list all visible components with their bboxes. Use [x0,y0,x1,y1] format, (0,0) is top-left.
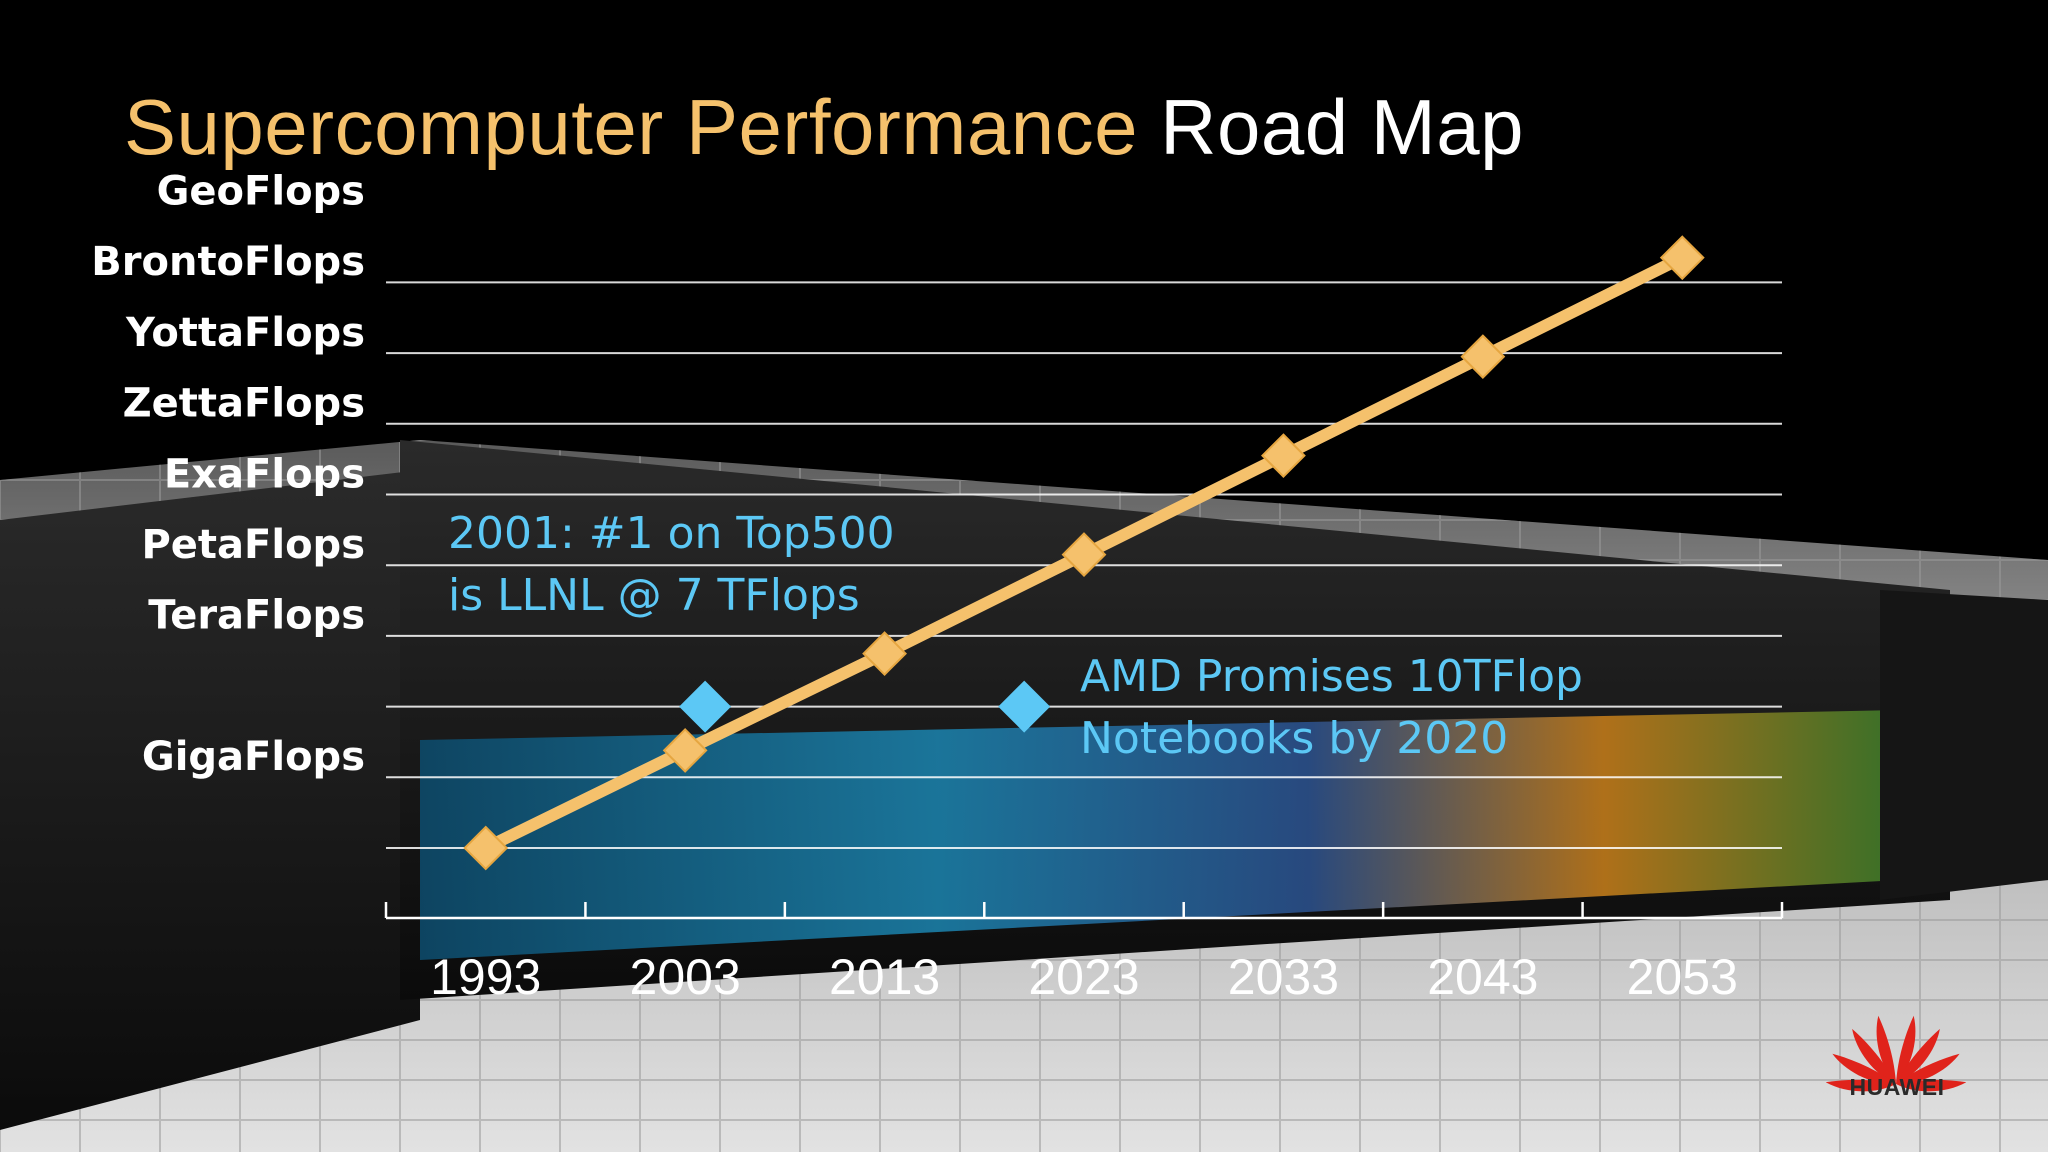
title-rest: Road Map [1160,83,1525,171]
highlight-point [679,680,732,733]
annotation-line: 2001: #1 on Top500 [448,508,895,559]
series-point [463,825,509,871]
y-tick-label: GigaFlops [142,734,365,780]
x-tick-label: 1993 [430,949,541,1005]
annotation-line: Notebooks by 2020 [1080,713,1508,764]
x-tick-label: 2013 [829,949,940,1005]
x-tick-label: 2023 [1028,949,1139,1005]
annotation-line: is LLNL @ 7 TFlops [448,570,860,621]
slide-title: Supercomputer Performance Road Map [124,82,1524,173]
series-point [1460,334,1506,380]
y-tick-label: BrontoFlops [91,239,365,285]
y-tick-label: YottaFlops [125,310,365,356]
series-point [1261,433,1306,479]
y-tick-label: ZettaFlops [123,381,365,427]
series-point [662,728,708,773]
huawei-logo-icon [1826,1015,1966,1092]
y-tick-label: ExaFlops [164,451,365,497]
y-tick-label: TeraFlops [148,593,365,639]
series-point [862,631,907,676]
series-point [1659,235,1705,281]
annotation-line: AMD Promises 10TFlop [1080,651,1583,702]
y-tick-label: GeoFlops [157,168,365,214]
title-highlight: Supercomputer Performance [124,83,1138,171]
x-tick-label: 2033 [1228,949,1339,1005]
y-tick-label: PetaFlops [141,522,365,568]
highlight-point [998,680,1051,733]
x-tick-label: 2003 [630,949,741,1005]
x-tick-label: 2053 [1627,949,1738,1005]
series-point [1061,532,1107,578]
brand-name: HUAWEI [1849,1074,1945,1100]
x-tick-label: 2043 [1427,949,1538,1005]
